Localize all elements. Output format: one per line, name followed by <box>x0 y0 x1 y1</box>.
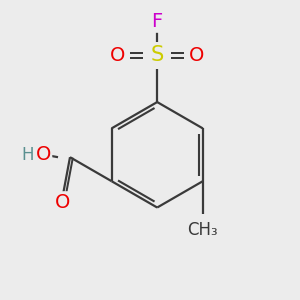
Text: CH₃: CH₃ <box>188 221 218 239</box>
Text: O: O <box>55 193 70 212</box>
Text: O: O <box>110 46 125 65</box>
Text: O: O <box>36 145 51 164</box>
Text: S: S <box>151 45 164 65</box>
Text: H: H <box>22 146 34 164</box>
Text: F: F <box>152 12 163 31</box>
Text: O: O <box>189 46 204 65</box>
